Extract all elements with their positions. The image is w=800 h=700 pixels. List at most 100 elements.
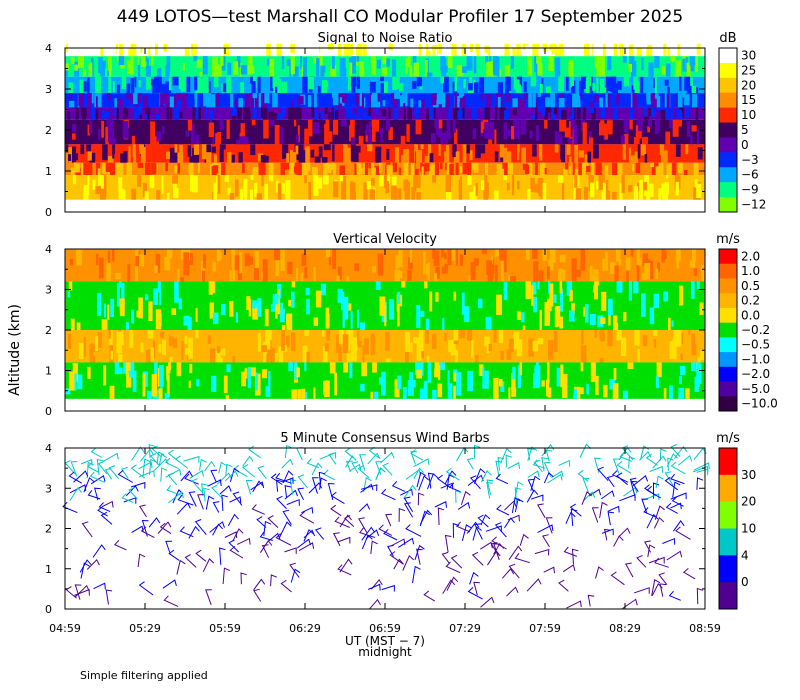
texture-cell bbox=[120, 153, 126, 163]
texture-cell bbox=[441, 266, 448, 274]
texture-cell bbox=[185, 130, 189, 137]
layer-5 bbox=[65, 119, 705, 145]
wind-barb bbox=[414, 544, 425, 560]
y-tick-label: 2 bbox=[45, 324, 52, 337]
texture-cell bbox=[661, 183, 666, 196]
texture-cell bbox=[420, 162, 423, 172]
texture-cell bbox=[308, 119, 313, 137]
texture-cell bbox=[498, 378, 503, 387]
texture-cell bbox=[630, 60, 637, 77]
texture-cell bbox=[691, 249, 696, 262]
texture-cell bbox=[516, 180, 520, 190]
texture-cell bbox=[244, 192, 247, 200]
texture-cell bbox=[667, 47, 670, 57]
texture-cell bbox=[589, 137, 594, 145]
texture-cell bbox=[517, 146, 520, 161]
texture-cell bbox=[261, 175, 264, 187]
texture-cell bbox=[413, 175, 417, 192]
texture-cell bbox=[512, 98, 518, 108]
wind-barb bbox=[571, 548, 579, 565]
wind-barb bbox=[211, 484, 224, 500]
wind-barb bbox=[203, 487, 210, 502]
texture-cell bbox=[598, 122, 605, 136]
texture-cell bbox=[426, 107, 429, 117]
texture-cell bbox=[474, 107, 478, 120]
texture-cell bbox=[313, 387, 316, 399]
texture-cell bbox=[510, 56, 515, 69]
texture-cell bbox=[606, 120, 613, 135]
texture-cell bbox=[404, 346, 409, 363]
texture-cell bbox=[407, 270, 412, 281]
texture-cell bbox=[669, 119, 673, 129]
texture-cell bbox=[623, 134, 629, 145]
texture-cell bbox=[445, 131, 449, 145]
texture-cell bbox=[166, 107, 170, 120]
texture-cell bbox=[245, 93, 251, 108]
wind-barb bbox=[74, 584, 82, 600]
texture-cell bbox=[178, 76, 185, 90]
colorbar-label: 15 bbox=[741, 93, 756, 107]
texture-cell bbox=[126, 322, 129, 330]
texture-cell bbox=[382, 100, 386, 107]
texture-cell bbox=[257, 298, 262, 317]
texture-cell bbox=[362, 345, 365, 363]
wind-barb bbox=[83, 477, 95, 493]
texture-cell bbox=[226, 76, 232, 94]
texture-cell bbox=[254, 93, 259, 108]
texture-cell bbox=[78, 342, 84, 360]
wind-barb bbox=[349, 463, 362, 472]
texture-cell bbox=[321, 330, 325, 337]
texture-cell bbox=[542, 182, 547, 200]
texture-cell bbox=[303, 57, 308, 77]
texture-cell bbox=[438, 43, 442, 55]
wind-barb bbox=[280, 579, 292, 593]
wind-barb bbox=[319, 477, 327, 490]
wind-barb bbox=[452, 522, 460, 538]
texture-cell bbox=[441, 249, 445, 258]
wind-barb bbox=[369, 598, 381, 610]
texture-cell bbox=[691, 343, 697, 356]
texture-cell bbox=[445, 162, 448, 171]
texture-cell bbox=[485, 56, 489, 63]
texture-cell bbox=[457, 110, 463, 120]
texture-cell bbox=[548, 56, 554, 72]
colorbar-label: −2.0 bbox=[741, 367, 770, 381]
texture-cell bbox=[636, 263, 640, 282]
texture-cell bbox=[395, 255, 399, 269]
texture-cell bbox=[434, 119, 438, 129]
wind-barb bbox=[368, 446, 379, 458]
texture-cell bbox=[229, 301, 234, 317]
wind-barb bbox=[221, 494, 228, 511]
wind-barb bbox=[534, 548, 550, 556]
texture-cell bbox=[484, 45, 490, 53]
wind-barb bbox=[284, 547, 297, 554]
texture-cell bbox=[202, 76, 209, 94]
texture-cell bbox=[397, 270, 403, 278]
texture-cell bbox=[618, 44, 624, 57]
texture-cell bbox=[614, 265, 619, 282]
colorbar-label: −9 bbox=[741, 183, 759, 197]
texture-cell bbox=[509, 338, 514, 353]
texture-cell bbox=[166, 249, 173, 259]
texture-cell bbox=[575, 43, 581, 50]
texture-cell bbox=[512, 47, 516, 57]
texture-cell bbox=[685, 107, 690, 118]
texture-cell bbox=[174, 165, 180, 174]
texture-cell bbox=[427, 362, 432, 383]
texture-cell bbox=[107, 93, 111, 101]
wind-barb bbox=[284, 489, 298, 500]
texture-cell bbox=[193, 144, 200, 155]
texture-cell bbox=[463, 78, 466, 89]
wind-barb bbox=[606, 475, 615, 488]
texture-cell bbox=[258, 163, 261, 176]
texture-cell bbox=[672, 43, 676, 49]
texture-cell bbox=[294, 119, 297, 127]
wind-barb bbox=[393, 558, 404, 570]
texture-cell bbox=[203, 93, 207, 107]
wind-barb bbox=[80, 458, 93, 466]
texture-cell bbox=[637, 349, 640, 363]
wind-barb bbox=[460, 490, 471, 506]
texture-cell bbox=[641, 43, 647, 57]
texture-cell bbox=[110, 298, 115, 318]
texture-cell bbox=[503, 147, 508, 163]
